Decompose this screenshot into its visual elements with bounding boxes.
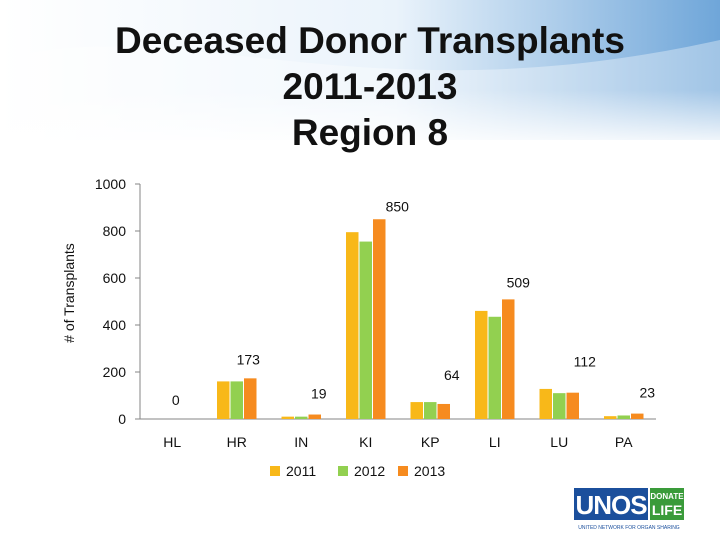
bar-LU-2012	[553, 393, 566, 419]
bar-KI-2012	[359, 241, 372, 419]
x-tick-label-KI: KI	[359, 434, 372, 450]
y-tick-label: 600	[103, 270, 127, 286]
bar-IN-2011	[281, 416, 294, 419]
data-label-KP: 64	[444, 367, 460, 383]
title-line-1: Deceased Donor Transplants	[115, 20, 625, 61]
data-label-KI: 850	[386, 198, 410, 214]
data-label-IN: 19	[311, 386, 327, 402]
bar-LI-2013	[502, 299, 515, 419]
chart-axes	[135, 183, 656, 420]
x-tick-label-LI: LI	[489, 434, 501, 450]
bar-KP-2012	[424, 402, 437, 419]
data-labels: 0 173 19 850 64 509 112 23	[172, 198, 655, 408]
y-axis-label: # of Transplants	[61, 243, 77, 343]
logo-tag-life: LIFE	[652, 502, 682, 518]
bar-HR-2011	[217, 381, 230, 419]
legend-label-2011: 2011	[286, 463, 316, 479]
y-tick-labels: 0 200 400 600 800 1000	[95, 176, 126, 427]
bar-IN-2013	[308, 414, 321, 419]
y-tick-label: 200	[103, 364, 127, 380]
y-tick-label: 400	[103, 317, 127, 333]
x-tick-labels: HL HR IN KI KP LI LU PA	[163, 434, 633, 450]
x-tick-label-LU: LU	[550, 434, 568, 450]
y-tick-label: 800	[103, 223, 127, 239]
legend-swatch-2011	[270, 466, 280, 476]
x-tick-label-PA: PA	[615, 434, 633, 450]
x-tick-label-HR: HR	[227, 434, 247, 450]
title-line-2: 2011-2013	[282, 66, 458, 107]
legend-label-2013: 2013	[414, 463, 445, 479]
x-tick-label-KP: KP	[421, 434, 440, 450]
data-label-LU: 112	[574, 354, 597, 370]
bar-series	[217, 219, 644, 419]
bar-LI-2011	[475, 310, 488, 419]
bar-KI-2013	[373, 219, 386, 419]
bar-HR-2012	[230, 381, 243, 419]
bar-PA-2012	[617, 415, 630, 419]
bar-KP-2013	[437, 403, 450, 419]
slide-title: Deceased Donor Transplants 2011-2013 Reg…	[60, 18, 680, 156]
logo-name: UNOS	[575, 490, 647, 520]
unos-logo: UNOS DONATE LIFE UNITED NETWORK FOR ORGA…	[574, 488, 684, 531]
y-tick-label: 0	[118, 411, 126, 427]
bar-LU-2011	[539, 388, 552, 419]
data-label-PA: 23	[639, 385, 655, 401]
legend-swatch-2012	[338, 466, 348, 476]
title-line-3: Region 8	[291, 112, 449, 153]
bar-IN-2012	[295, 416, 308, 419]
bar-LU-2013	[566, 392, 579, 419]
bar-LI-2012	[488, 316, 501, 419]
data-label-HR: 173	[237, 351, 261, 367]
bar-KI-2011	[346, 232, 359, 419]
bar-HR-2013	[244, 378, 257, 419]
x-tick-label-IN: IN	[294, 434, 308, 450]
y-tick-label: 1000	[95, 176, 126, 192]
legend-swatch-2013	[398, 466, 408, 476]
logo-subtitle: UNITED NETWORK FOR ORGAN SHARING	[578, 525, 680, 531]
legend: 2011 2012 2013	[270, 463, 445, 479]
logo-tag-donate: DONATE	[650, 492, 684, 501]
legend-label-2012: 2012	[354, 463, 385, 479]
bar-KP-2011	[410, 402, 423, 419]
x-tick-label-HL: HL	[163, 434, 181, 450]
data-label-LI: 509	[507, 274, 531, 290]
bar-PA-2011	[604, 416, 617, 419]
data-label-HL: 0	[172, 392, 180, 408]
bar-PA-2013	[631, 413, 644, 419]
